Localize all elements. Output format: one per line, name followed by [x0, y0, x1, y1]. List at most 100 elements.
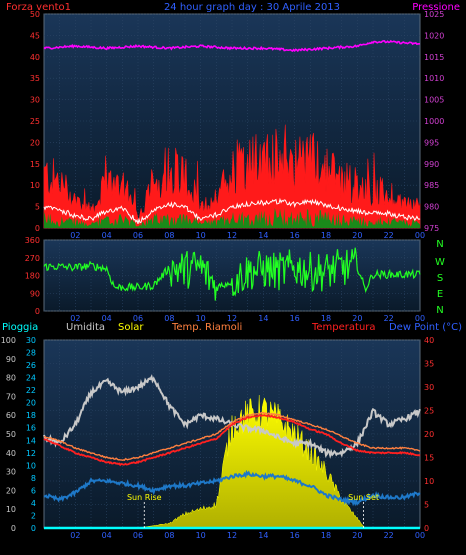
legend-solar: Solar: [118, 322, 144, 333]
rain-ytick-30: 30: [26, 336, 36, 345]
legend-humidity: Umidita: [66, 322, 105, 333]
direction-panel-xtick-10: 10: [196, 314, 206, 323]
rain-ytick-6: 6: [31, 486, 36, 495]
direction-letter-w: W: [435, 257, 445, 268]
rain-ytick-4: 4: [31, 499, 36, 508]
humidity-ytick-30: 30: [6, 468, 16, 477]
wind-ytick-5: 5: [35, 203, 40, 212]
humidity-ytick-40: 40: [6, 449, 16, 458]
temp-ytick-10: 10: [424, 477, 434, 486]
legend-rain: Pioggia: [2, 322, 38, 333]
pressure-ytick-1010: 1010: [424, 74, 444, 83]
direction-panel-xtick-18: 18: [321, 314, 331, 323]
direction-panel-xtick-00: 00: [415, 314, 425, 323]
temp-panel-xtick-08: 08: [164, 531, 174, 540]
temp-panel-xtick-18: 18: [321, 531, 331, 540]
temp-panel-xtick-12: 12: [227, 531, 237, 540]
direction-panel-xtick-14: 14: [258, 314, 268, 323]
wind-ytick-45: 45: [30, 31, 40, 40]
temp-panel-xtick-04: 04: [102, 531, 112, 540]
temp-ytick-0: 0: [424, 524, 429, 533]
rain-ytick-10: 10: [26, 461, 36, 470]
pressure-ytick-1025: 1025: [424, 10, 444, 19]
wind-ytick-30: 30: [30, 96, 40, 105]
rain-ytick-12: 12: [26, 449, 36, 458]
pressure-ytick-1005: 1005: [424, 96, 444, 105]
pressure-ytick-1000: 1000: [424, 117, 444, 126]
temp-panel-xtick-20: 20: [352, 531, 362, 540]
wind-panel-xtick-04: 04: [102, 231, 112, 240]
direction-panel-xtick-02: 02: [70, 314, 80, 323]
humidity-ytick-20: 20: [6, 486, 16, 495]
humidity-ytick-70: 70: [6, 392, 16, 401]
wind-panel-xtick-10: 10: [196, 231, 206, 240]
humidity-ytick-100: 100: [1, 336, 16, 345]
temp-panel-xtick-22: 22: [384, 531, 394, 540]
rain-ytick-18: 18: [26, 411, 36, 420]
humidity-ytick-60: 60: [6, 411, 16, 420]
direction-letter-n2: N: [436, 305, 443, 316]
wind-base-area: [44, 207, 420, 228]
direction-panel-background: [43, 239, 421, 312]
wind-ytick-0: 0: [35, 224, 40, 233]
direction-panel-xtick-20: 20: [352, 314, 362, 323]
direction-letter-n: N: [436, 239, 443, 250]
direction-panel-xtick-16: 16: [290, 314, 300, 323]
pressure-ytick-980: 980: [424, 203, 439, 212]
humidity-ytick-80: 80: [6, 374, 16, 383]
wind-ytick-10: 10: [30, 181, 40, 190]
temp-panel-xtick-06: 06: [133, 531, 143, 540]
rain-ytick-16: 16: [26, 424, 36, 433]
direction-ytick-180: 180: [25, 272, 40, 281]
wind-ytick-25: 25: [30, 117, 40, 126]
temp-panel-xtick-14: 14: [258, 531, 268, 540]
chart-title: 24 hour graph day : 30 Aprile 2013: [164, 2, 340, 13]
dew-point-line: [43, 469, 421, 507]
temp-panel-xtick-10: 10: [196, 531, 206, 540]
temp-ytick-25: 25: [424, 407, 434, 416]
wind-panel-xtick-06: 06: [133, 231, 143, 240]
rain-ytick-20: 20: [26, 399, 36, 408]
temp-ytick-35: 35: [424, 360, 434, 369]
direction-panel-xtick-08: 08: [164, 314, 174, 323]
direction-ytick-360: 360: [25, 236, 40, 245]
pressure-ytick-1015: 1015: [424, 53, 444, 62]
wind-panel-xtick-08: 08: [164, 231, 174, 240]
sunrise-label: Sun Rise: [127, 493, 162, 502]
temperature-line: [43, 413, 421, 467]
direction-letter-s: S: [437, 273, 443, 284]
wind-panel-xtick-16: 16: [290, 231, 300, 240]
wind-panel-xtick-20: 20: [352, 231, 362, 240]
wind-panel-xtick-18: 18: [321, 231, 331, 240]
pressure-ytick-975: 975: [424, 224, 439, 233]
direction-ytick-90: 90: [30, 289, 40, 298]
wind-ytick-15: 15: [30, 160, 40, 169]
direction-letter-e: E: [437, 289, 443, 300]
pressure-label: Pressione: [412, 2, 460, 13]
rain-ytick-2: 2: [31, 511, 36, 520]
humidity-ytick-90: 90: [6, 355, 16, 364]
wind-panel-xtick-02: 02: [70, 231, 80, 240]
rain-ytick-0: 0: [31, 524, 36, 533]
humidity-ytick-10: 10: [6, 505, 16, 514]
wind-direction-line: [43, 247, 421, 301]
wind-ytick-50: 50: [30, 10, 40, 19]
temp-ytick-30: 30: [424, 383, 434, 392]
wind-ytick-20: 20: [30, 138, 40, 147]
wind-panel-xtick-22: 22: [384, 231, 394, 240]
wind-ytick-40: 40: [30, 53, 40, 62]
legend-temp: Temperatura: [311, 322, 376, 333]
direction-panel-xtick-12: 12: [227, 314, 237, 323]
pressure-ytick-990: 990: [424, 160, 439, 169]
humidity-ytick-0: 0: [11, 524, 16, 533]
direction-panel-xtick-22: 22: [384, 314, 394, 323]
pressure-line: [43, 39, 420, 53]
temp-panel-xtick-00: 00: [415, 531, 425, 540]
temp-ytick-15: 15: [424, 454, 434, 463]
legend-chill: Temp. Riamoli: [171, 322, 242, 333]
wind-gust-area: [43, 124, 421, 229]
rain-ytick-22: 22: [26, 386, 36, 395]
legend-dew: Dew Point (°C): [389, 322, 462, 333]
pressure-ytick-995: 995: [424, 138, 439, 147]
